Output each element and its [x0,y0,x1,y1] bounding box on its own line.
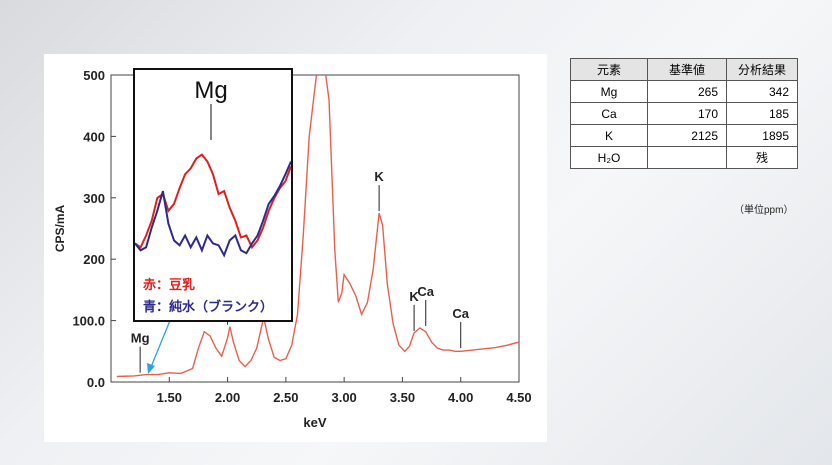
table-cell-result: 残 [726,146,798,169]
x-tick-label: 2.00 [215,390,240,405]
table-header-row: 元素 基準値 分析結果 [570,58,798,81]
inset-red-line [135,153,291,250]
spectrum-line [116,75,519,378]
table-row: K 2125 1895 [570,124,798,147]
y-tick-label: 300 [83,191,105,206]
peak-label: Mg [131,331,150,346]
spectrum-chart: 1.50 2.00 2.50 3.00 3.50 4.00 4.50 0.0 100.0 200 3… [53,68,532,430]
table-header-result: 分析結果 [726,58,798,81]
y-tick-label: 100.0 [72,314,105,329]
y-tick-label: 500 [83,68,105,83]
mg-inset-chart: Mg [135,77,291,258]
table-cell-result: 342 [726,80,798,103]
mg-inset-panel: Mg 赤：豆乳 青：純水（ブランク） [133,68,293,322]
table-row: Mg 265 342 [570,80,798,103]
table-cell-element: Mg [570,80,648,103]
x-axis-label: keV [303,415,326,430]
spectrum-chart-panel: 1.50 2.00 2.50 3.00 3.50 4.00 4.50 0.0 100.0 200 3… [44,54,547,442]
inset-arrow-head [147,363,155,374]
peak-label: Ca [452,306,469,321]
table-header-element: 元素 [570,58,648,81]
peak-label: K [374,169,384,184]
table-cell-result: 1895 [726,124,798,147]
peak-label: K [409,289,419,304]
y-axis-label: CPS/mA [53,204,67,252]
x-tick-label: 1.50 [157,390,182,405]
table-cell-reference: 2125 [647,124,727,147]
x-tick-label: 3.00 [331,390,356,405]
legend-blue-water: 青：純水（ブランク） [143,299,274,314]
table-row: Ca 170 185 [570,102,798,125]
x-tick-label: 4.00 [448,390,473,405]
table-cell-element: Ca [570,102,648,125]
table-row: H₂O 残 [570,146,798,169]
legend-red-soymilk: 赤：豆乳 [143,277,196,292]
x-tick-label: 4.50 [506,390,531,405]
y-tick-label: 400 [83,129,105,144]
unit-note: （単位ppm） [734,205,794,216]
plot-frame [110,74,520,383]
table-cell-result: 185 [726,102,798,125]
inset-title: Mg [194,77,227,104]
table-header-reference: 基準値 [647,58,727,81]
y-tick-label: 200 [83,252,105,267]
table-cell-element: H₂O [570,146,648,169]
table-cell-element: K [570,124,648,147]
y-tick-label: 0.0 [87,375,105,390]
table-cell-reference: 170 [647,102,727,125]
element-table: 元素 基準値 分析結果 Mg 265 342 Ca 170 185 K 2125… [570,58,798,169]
table-cell-reference [647,146,727,169]
table-cell-reference: 265 [647,80,727,103]
inset-blue-line [135,161,291,258]
x-tick-label: 2.50 [273,390,298,405]
peak-label: Ca [417,284,434,299]
x-tick-label: 3.50 [390,390,415,405]
